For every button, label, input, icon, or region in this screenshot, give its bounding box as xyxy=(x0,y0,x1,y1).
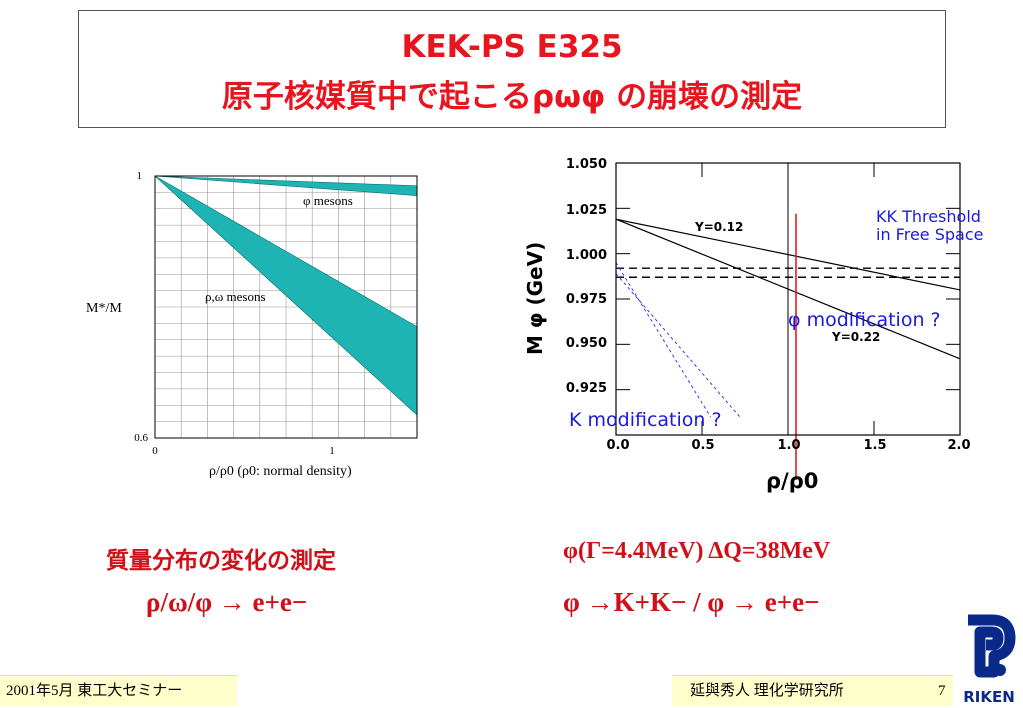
right-y-tick-1025: 1.025 xyxy=(566,203,607,218)
left-x-tick-0: 0 xyxy=(152,445,158,457)
rho-omega-band-label: ρ,ω mesons xyxy=(205,289,266,304)
left-y-top-tick: 1 xyxy=(137,170,143,182)
right-y-tick-0925: 0.925 xyxy=(566,381,607,396)
right-x-axis-label: ρ/ρ0 xyxy=(766,469,818,493)
right-y-tick-0975: 0.975 xyxy=(566,292,607,307)
right-formula: φ →K+K− / φ → e+e− xyxy=(563,587,820,617)
riken-logo-dot xyxy=(994,664,1006,676)
left-chart-frame xyxy=(154,175,418,439)
right-chart: 1.050 1.025 1.000 0.975 0.950 0.925 0.0 … xyxy=(523,157,983,493)
footer-left: 2001年5月 東工大セミナー xyxy=(0,675,237,706)
phi-modification-note: φ modification ? xyxy=(788,309,941,331)
k-mod-line-1 xyxy=(615,262,711,418)
left-y-bottom-tick: 0.6 xyxy=(134,432,148,444)
left-y-axis-label: M*/M xyxy=(86,301,122,316)
k-modification-note: K modification ? xyxy=(569,409,722,431)
right-y-tick-1000: 1.000 xyxy=(566,248,607,263)
kk-threshold-note-line2: in Free Space xyxy=(876,225,983,244)
left-formula: ρ/ω/φ → e+e− xyxy=(146,587,308,617)
kk-threshold-note-line1: KK Threshold xyxy=(876,207,981,226)
right-x-tick-15: 1.5 xyxy=(863,438,886,453)
riken-logo: RIKEN xyxy=(963,614,1016,706)
slide-title-line2: 原子核媒質中で起こるρωφ の崩壊の測定 xyxy=(221,79,803,115)
riken-logo-mark xyxy=(968,614,1016,678)
right-heading: φ(Γ=4.4MeV) ΔQ=38MeV xyxy=(563,538,831,564)
left-x-tick-1: 1 xyxy=(329,445,335,457)
y012-label: Y=0.12 xyxy=(694,220,743,234)
left-heading: 質量分布の変化の測定 xyxy=(106,548,336,574)
footer-author: 延與秀人 理化学研究所 xyxy=(690,683,844,699)
right-x-tick-0: 0.0 xyxy=(606,438,629,453)
right-y-axis-label: M φ (GeV) xyxy=(523,242,547,355)
right-chart-lines xyxy=(615,163,961,480)
right-chart-ticks xyxy=(616,162,960,435)
phi-band-label: φ mesons xyxy=(303,193,353,208)
k-mod-line-2 xyxy=(615,273,741,418)
footer-right: 延與秀人 理化学研究所 7 xyxy=(672,675,953,706)
right-x-tick-05: 0.5 xyxy=(691,438,714,453)
right-x-tick-1: 1.0 xyxy=(777,438,800,453)
left-x-axis-label: ρ/ρ0 (ρ0: normal density) xyxy=(209,464,352,479)
riken-logo-text: RIKEN xyxy=(963,688,1015,706)
slide-title-line1: KEK-PS E325 xyxy=(401,29,623,65)
right-x-tick-2: 2.0 xyxy=(947,438,970,453)
title-box: KEK-PS E325 原子核媒質中で起こるρωφ の崩壊の測定 xyxy=(78,10,946,128)
right-y-tick-0950: 0.950 xyxy=(566,336,607,351)
right-y-tick-1050: 1.050 xyxy=(566,157,607,172)
left-chart: 1 0.6 0 1 M*/M ρ/ρ0 (ρ0: normal density)… xyxy=(86,170,418,479)
y022-label: Y=0.22 xyxy=(831,330,880,344)
footer-page-number: 7 xyxy=(938,683,946,699)
